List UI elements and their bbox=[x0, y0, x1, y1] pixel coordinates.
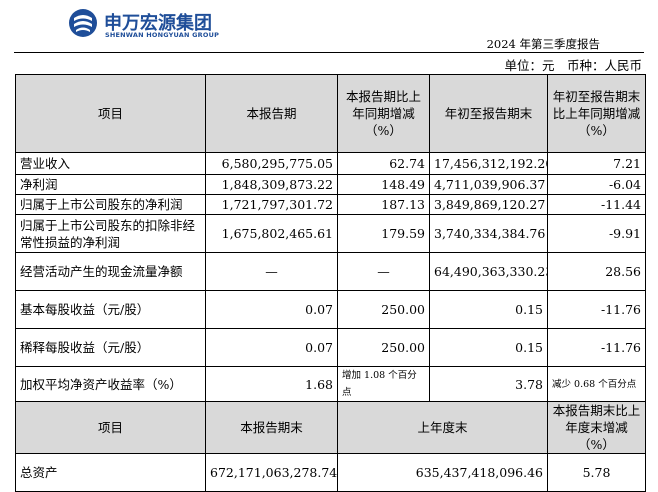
ytd-value: 64,490,363,330.23 bbox=[429, 252, 548, 291]
ytd-yoy-value: 28.56 bbox=[547, 252, 646, 291]
current-yoy-value: 179.59 bbox=[337, 214, 430, 253]
table-row: 归属于上市公司股东的扣除非经常性损益的净利润 1,675,802,465.61 … bbox=[15, 214, 646, 253]
current-period-value: 0.07 bbox=[205, 328, 338, 367]
logo-english-name: SHENWAN HONGYUAN GROUP bbox=[105, 31, 220, 39]
ytd-yoy-value: -9.91 bbox=[547, 214, 646, 253]
ytd-value: 0.15 bbox=[429, 328, 548, 367]
row-label: 经营活动产生的现金流量净额 bbox=[15, 252, 206, 291]
current-yoy-value: 250.00 bbox=[337, 290, 430, 329]
current-yoy-value: 187.13 bbox=[337, 194, 430, 215]
table1-header-ytd: 年初至报告期末 bbox=[429, 74, 548, 153]
current-yoy-value: — bbox=[337, 252, 430, 291]
table-row: 稀释每股收益（元/股） 0.07 250.00 0.15 -11.76 bbox=[15, 328, 646, 367]
current-yoy-value: 148.49 bbox=[337, 174, 430, 195]
table1-header-current-yoy: 本报告期比上年同期增减（%） bbox=[337, 74, 430, 153]
row-label: 归属于上市公司股东的净利润 bbox=[15, 194, 206, 215]
ytd-value: 0.15 bbox=[429, 290, 548, 329]
table2-header-prior-year-end: 上年度末 bbox=[337, 401, 548, 454]
financial-data-table: 项目 本报告期 本报告期比上年同期增减（%） 年初至报告期末 年初至报告期末比上… bbox=[15, 74, 646, 492]
ytd-value: 3,740,334,384.76 bbox=[429, 214, 548, 253]
ytd-yoy-value: 7.21 bbox=[547, 152, 646, 175]
table2-header-row: 项目 本报告期末 上年度末 本报告期末比上年度末增减（%） bbox=[15, 401, 646, 454]
current-period-value: 1,848,309,873.22 bbox=[205, 174, 338, 195]
current-yoy-value: 增加 1.08 个百分点 bbox=[337, 366, 430, 402]
row-label: 加权平均净资产收益率（%） bbox=[15, 366, 206, 402]
current-period-value: 1,675,802,465.61 bbox=[205, 214, 338, 253]
table1-header-ytd-yoy: 年初至报告期末比上年同期增减（%） bbox=[547, 74, 646, 153]
ytd-yoy-value: 减少 0.68 个百分点 bbox=[547, 366, 646, 402]
table1-header-item: 项目 bbox=[15, 74, 206, 153]
ytd-yoy-value: -11.76 bbox=[547, 290, 646, 329]
ytd-yoy-value: -11.76 bbox=[547, 328, 646, 367]
ytd-value: 4,711,039,906.37 bbox=[429, 174, 548, 195]
table-row: 基本每股收益（元/股） 0.07 250.00 0.15 -11.76 bbox=[15, 290, 646, 329]
table-row: 净利润 1,848,309,873.22 148.49 4,711,039,90… bbox=[15, 174, 646, 195]
row-label: 稀释每股收益（元/股） bbox=[15, 328, 206, 367]
table1-header-row: 项目 本报告期 本报告期比上年同期增减（%） 年初至报告期末 年初至报告期末比上… bbox=[15, 74, 646, 153]
table-row: 营业收入 6,580,295,775.05 62.74 17,456,312,1… bbox=[15, 152, 646, 175]
ytd-value: 17,456,312,192.20 bbox=[429, 152, 548, 175]
table1-header-current-period: 本报告期 bbox=[205, 74, 338, 153]
table-row: 归属于上市公司股东的净利润 1,721,797,301.72 187.13 3,… bbox=[15, 194, 646, 215]
report-period-title: 2024 年第三季度报告 bbox=[486, 37, 600, 51]
row-label: 总资产 bbox=[15, 453, 206, 492]
table-row: 经营活动产生的现金流量净额 — — 64,490,363,330.23 28.5… bbox=[15, 252, 646, 291]
ytd-yoy-value: -11.44 bbox=[547, 194, 646, 215]
current-period-value: — bbox=[205, 252, 338, 291]
prior-year-end-value: 635,437,418,096.46 bbox=[337, 453, 548, 492]
table-row: 总资产 672,171,063,278.74 635,437,418,096.4… bbox=[15, 453, 646, 492]
ytd-yoy-value: -6.04 bbox=[547, 174, 646, 195]
logo-chinese-name: 申万宏源集团 bbox=[104, 13, 212, 34]
current-period-value: 1.68 bbox=[205, 366, 338, 402]
period-end-value: 672,171,063,278.74 bbox=[205, 453, 338, 492]
company-logo-icon bbox=[69, 9, 97, 37]
table2-header-item: 项目 bbox=[15, 401, 206, 454]
ytd-value: 3,849,869,120.27 bbox=[429, 194, 548, 215]
row-label: 归属于上市公司股东的扣除非经常性损益的净利润 bbox=[15, 214, 206, 253]
change-value: 5.78 bbox=[547, 453, 646, 492]
current-period-value: 6,580,295,775.05 bbox=[205, 152, 338, 175]
current-yoy-value: 62.74 bbox=[337, 152, 430, 175]
table2-header-change: 本报告期末比上年度末增减（%） bbox=[547, 401, 646, 454]
row-label: 净利润 bbox=[15, 174, 206, 195]
table2-header-period-end: 本报告期末 bbox=[205, 401, 338, 454]
current-period-value: 0.07 bbox=[205, 290, 338, 329]
current-period-value: 1,721,797,301.72 bbox=[205, 194, 338, 215]
header-divider bbox=[14, 52, 644, 53]
table-row: 加权平均净资产收益率（%） 1.68 增加 1.08 个百分点 3.78 减少 … bbox=[15, 366, 646, 402]
row-label: 基本每股收益（元/股） bbox=[15, 290, 206, 329]
unit-currency-note: 单位：元 币种：人民币 bbox=[504, 58, 642, 73]
current-yoy-value: 250.00 bbox=[337, 328, 430, 367]
row-label: 营业收入 bbox=[15, 152, 206, 175]
ytd-value: 3.78 bbox=[429, 366, 548, 402]
